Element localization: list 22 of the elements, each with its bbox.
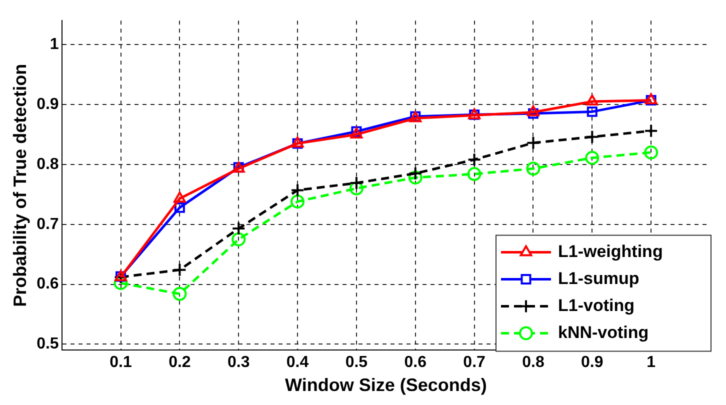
- y-tick-label: 0.5: [36, 336, 59, 353]
- legend-label: L1-voting: [558, 296, 634, 315]
- x-tick-label: 0.7: [463, 354, 486, 372]
- x-tick-label: 0.8: [522, 354, 544, 372]
- legend-label: L1-sumup: [558, 268, 640, 288]
- legend-label: L1-weighting: [558, 242, 663, 261]
- x-axis-title: Window Size (Seconds): [284, 375, 487, 396]
- x-tick-label: 0.1: [110, 354, 132, 372]
- y-tick-label: 1: [50, 36, 59, 53]
- x-tick-label: 0.9: [581, 354, 604, 372]
- y-tick-label: 0.9: [36, 96, 59, 113]
- y-tick-label: 0.8: [36, 156, 59, 173]
- x-tick-label: 0.4: [286, 354, 309, 372]
- y-tick-label: 0.7: [36, 216, 59, 233]
- x-tick-label: 0.3: [227, 354, 250, 372]
- y-axis-title: Probability of True detection: [10, 64, 30, 307]
- legend-label: kNN-voting: [558, 322, 649, 342]
- x-tick-label: 0.2: [168, 354, 191, 372]
- x-tick-label: 0.5: [345, 354, 368, 372]
- y-tick-label: 0.6: [36, 276, 59, 293]
- x-tick-label: 0.6: [404, 354, 427, 372]
- x-tick-label: 1: [646, 354, 656, 372]
